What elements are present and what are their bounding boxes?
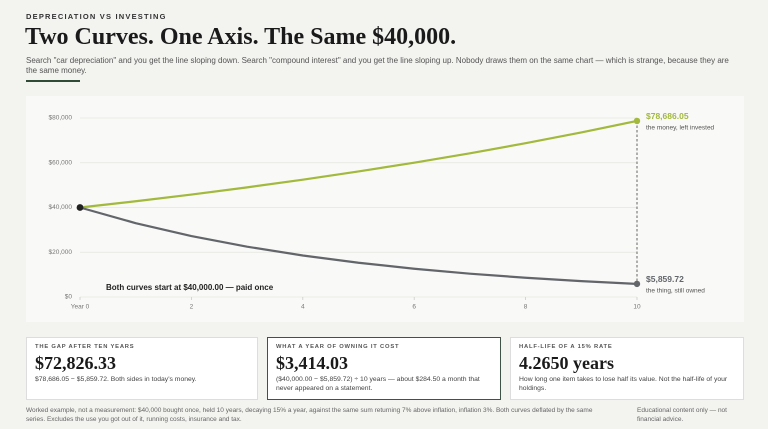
x-tick-label: 2 [190, 304, 194, 311]
series-line [79, 206, 638, 285]
title-rule [26, 80, 80, 82]
y-tick-label: $20,000 [49, 249, 73, 256]
y-tick-label: $80,000 [49, 115, 73, 122]
card-label: WHAT A YEAR OF OWNING IT COST [276, 344, 400, 350]
card-value: 4.2650 years [519, 353, 614, 373]
card-value: $3,414.03 [276, 353, 348, 373]
y-tick-label: $40,000 [49, 204, 73, 211]
card-note: ($40,000.00 − $5,859.72) ÷ 10 years — ab… [276, 376, 480, 392]
kicker: DEPRECIATION VS INVESTING [26, 12, 167, 21]
start-point [76, 204, 84, 211]
card-note: $78,686.05 − $5,859.72. Both sides in to… [35, 376, 197, 383]
end-value-label: $5,859.72 [646, 274, 684, 284]
card: HALF-LIFE OF A 15% RATE 4.2650 years How… [510, 337, 744, 400]
card-note: How long one item takes to lose half its… [519, 376, 728, 392]
x-tick-label: 8 [524, 304, 528, 311]
end-value-label: $78,686.05 [646, 111, 689, 121]
x-tick-label: 10 [633, 304, 641, 311]
card-label: HALF-LIFE OF A 15% RATE [519, 344, 613, 350]
end-point [633, 280, 641, 288]
annotation: Both curves start at $40,000.00 — paid o… [106, 283, 274, 292]
chart: $0 $20,000 $40,000 $60,000 $80,000 Year 0 2 4 6 8… [48, 111, 715, 311]
card: THE GAP AFTER TEN YEARS $72,826.33 $78,6… [26, 337, 258, 400]
page-title: Two Curves. One Axis. The Same $40,000. [25, 24, 457, 50]
x-tick-label: 6 [412, 304, 416, 311]
x-tick-label: Year 0 [71, 304, 90, 311]
series-line [79, 119, 638, 209]
x-tick-label: 4 [301, 304, 305, 311]
series-name: the thing, still owned [646, 288, 705, 295]
disclaimer: Educational content only — not financial… [637, 407, 727, 423]
subtitle: Search "car depreciation" and you get th… [26, 56, 729, 75]
card: WHAT A YEAR OF OWNING IT COST $3,414.03 … [267, 337, 501, 400]
end-point [633, 117, 641, 125]
card-label: THE GAP AFTER TEN YEARS [35, 344, 135, 350]
y-tick-label: $60,000 [49, 159, 73, 166]
series-name: the money, left invested [646, 125, 715, 132]
y-tick-label: $0 [65, 294, 73, 301]
card-value: $72,826.33 [35, 353, 116, 373]
method-note: Worked example, not a measurement: $40,0… [26, 407, 593, 423]
